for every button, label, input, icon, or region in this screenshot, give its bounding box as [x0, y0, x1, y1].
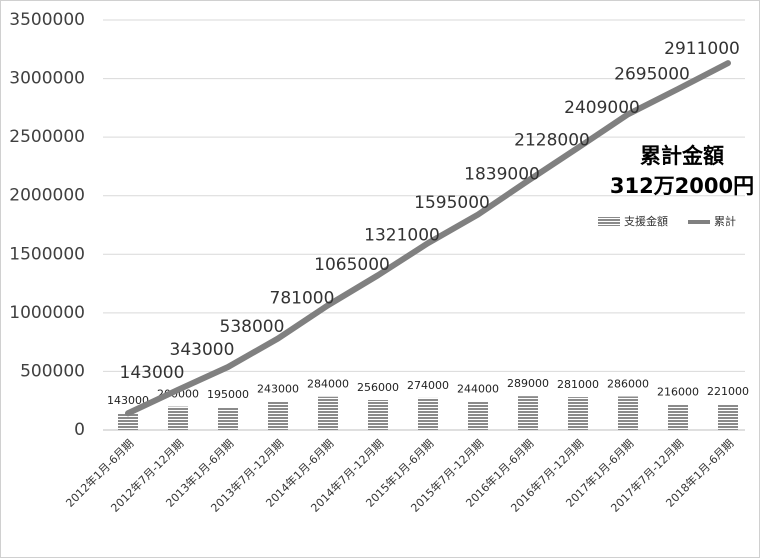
legend-label: 累計 — [714, 214, 736, 228]
bar — [568, 397, 588, 430]
bar-label: 216000 — [657, 386, 699, 399]
line-label: 2409000 — [564, 98, 640, 118]
bar — [618, 396, 638, 430]
line-label: 1321000 — [364, 225, 440, 245]
bar-label: 281000 — [557, 378, 599, 391]
bar-label: 256000 — [357, 381, 399, 394]
line-label: 2128000 — [514, 131, 590, 151]
line-label: 538000 — [220, 317, 285, 337]
bar-label: 244000 — [457, 382, 499, 395]
bar-label: 284000 — [307, 378, 349, 391]
y-tick-label: 1000000 — [9, 303, 85, 323]
annotation: 312万2000円 — [610, 174, 754, 198]
bar — [268, 401, 288, 430]
bar — [168, 406, 188, 430]
bar — [218, 407, 238, 430]
line-label: 143000 — [120, 363, 185, 383]
y-tick-label: 0 — [74, 420, 85, 440]
y-tick-label: 3000000 — [9, 69, 85, 89]
bar-label: 143000 — [107, 394, 149, 407]
bar — [118, 413, 138, 430]
bar-label: 289000 — [507, 377, 549, 390]
y-tick-label: 500000 — [20, 361, 85, 381]
line-label: 1065000 — [314, 255, 390, 275]
bar-label: 286000 — [607, 377, 649, 390]
bar — [368, 400, 388, 430]
bar-label: 195000 — [207, 388, 249, 401]
bar — [518, 396, 538, 430]
legend-swatch — [598, 217, 620, 226]
bar-label: 243000 — [257, 383, 299, 396]
line-label: 1839000 — [464, 165, 540, 185]
bar — [418, 397, 438, 430]
y-tick-label: 2000000 — [9, 186, 85, 206]
bar — [468, 401, 488, 430]
bar — [668, 404, 688, 430]
line-label: 781000 — [270, 289, 335, 309]
bar-label: 274000 — [407, 379, 449, 392]
line-label: 2695000 — [614, 64, 690, 84]
y-tick-label: 1500000 — [9, 244, 85, 264]
annotation: 累計金額 — [640, 144, 724, 168]
bar-label: 221000 — [707, 385, 749, 398]
legend-label: 支援金額 — [624, 214, 668, 228]
line-label: 2911000 — [664, 39, 740, 59]
line-label: 1595000 — [414, 193, 490, 213]
bar — [718, 404, 738, 430]
line — [125, 60, 731, 417]
line-label: 343000 — [170, 340, 235, 360]
bar — [318, 396, 338, 430]
y-tick-label: 3500000 — [9, 10, 85, 30]
y-tick-label: 2500000 — [9, 127, 85, 147]
